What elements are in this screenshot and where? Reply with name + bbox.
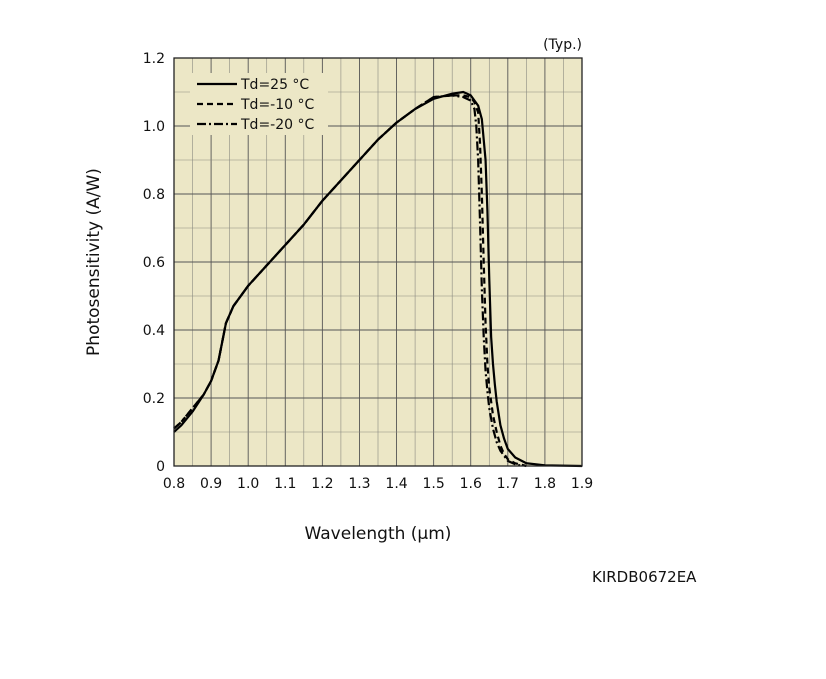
x-tick-label: 0.8 <box>163 476 185 492</box>
y-tick-label: 1.2 <box>143 51 165 67</box>
y-tick-labels: 0 0.2 0.4 0.6 0.8 1.0 1.2 <box>143 51 165 475</box>
y-tick-label: 0.8 <box>143 187 165 203</box>
y-tick-label: 0.6 <box>143 255 165 271</box>
x-tick-label: 1.7 <box>497 476 519 492</box>
y-tick-label: 1.0 <box>143 119 165 135</box>
legend-label-3: Td=-20 °C <box>240 117 314 133</box>
x-tick-label: 1.1 <box>274 476 296 492</box>
x-tick-label: 1.3 <box>348 476 370 492</box>
x-tick-label: 1.9 <box>571 476 593 492</box>
legend: Td=25 °C Td=-10 °C Td=-20 °C <box>190 73 328 135</box>
legend-label-2: Td=-10 °C <box>240 97 314 113</box>
y-tick-label: 0 <box>156 459 165 475</box>
plot-frame <box>173 57 583 467</box>
typ-note: (Typ.) <box>543 37 582 53</box>
x-tick-label: 0.9 <box>200 476 222 492</box>
series-layer <box>173 90 583 468</box>
x-tick-label: 1.8 <box>534 476 556 492</box>
x-tick-label: 1.5 <box>423 476 445 492</box>
x-tick-label: 1.6 <box>460 476 482 492</box>
x-tick-label: 1.0 <box>237 476 259 492</box>
y-axis-label: Photosensitivity (A/W) <box>84 168 104 356</box>
x-tick-label: 1.4 <box>385 476 407 492</box>
x-axis-label: Wavelength (μm) <box>305 524 452 544</box>
y-tick-label: 0.4 <box>143 323 165 339</box>
y-tick-label: 0.2 <box>143 391 165 407</box>
x-tick-labels: 0.8 0.9 1.0 1.1 1.2 1.3 1.4 1.5 1.6 1.7 1.8 1.9 <box>163 476 593 492</box>
figure-code: KIRDB0672EA <box>592 568 697 586</box>
series-line-3 <box>173 94 523 468</box>
x-tick-label: 1.2 <box>311 476 333 492</box>
legend-label-1: Td=25 °C <box>240 77 309 93</box>
